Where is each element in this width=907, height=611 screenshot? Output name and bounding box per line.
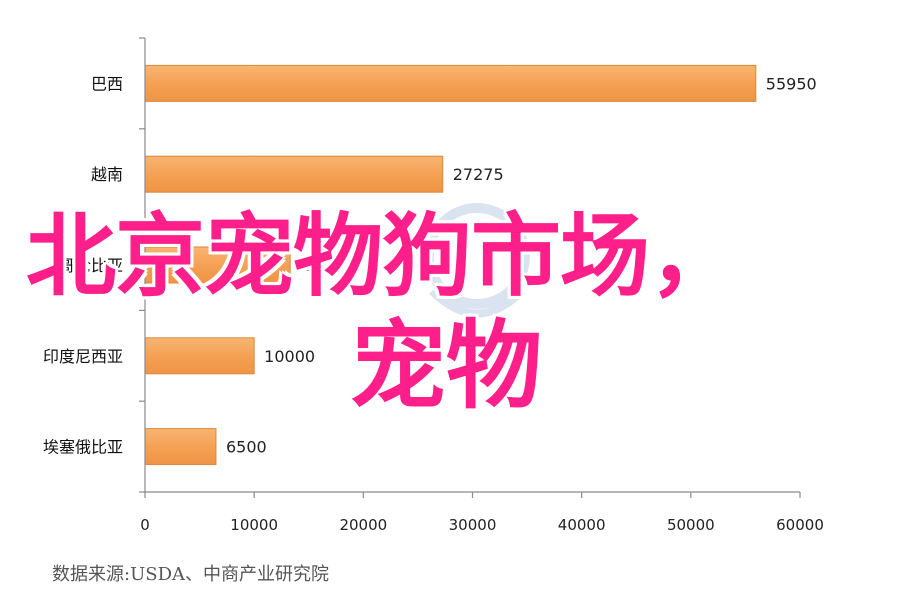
data-label: 6500 [226,438,267,457]
data-label: 10000 [264,347,315,366]
bar-1 [144,155,444,193]
bar-3 [144,337,255,375]
x-tick-label: 40000 [558,516,606,534]
bar-2 [144,246,291,284]
bars-layer: 55950 27275 13300 10000 6500 [144,64,817,466]
category-label: 哥伦比亚 [59,256,123,275]
x-tick-label: 0 [140,516,150,534]
data-label: 27275 [453,165,504,184]
overlay-headline: 北京宠物狗市场， [26,204,739,309]
x-tick-label: 60000 [776,516,824,534]
category-label: 埃塞俄比亚 [43,438,123,457]
x-tick-label: 50000 [667,516,715,534]
x-tick-label: 20000 [339,516,387,534]
bar-4 [144,428,217,466]
category-label: 越南 [91,165,123,184]
category-label: 印度尼西亚 [43,347,123,366]
x-tick-label: 30000 [449,516,497,534]
overlay-subheadline: 宠物 [350,310,542,422]
data-label: 55950 [766,74,817,93]
data-label: 13300 [300,256,351,275]
data-source-note: 数据来源:USDA、中商产业研究院 [52,564,329,585]
bar-0 [144,64,757,102]
category-label: 巴西 [91,74,123,93]
x-tick-label: 10000 [230,516,278,534]
